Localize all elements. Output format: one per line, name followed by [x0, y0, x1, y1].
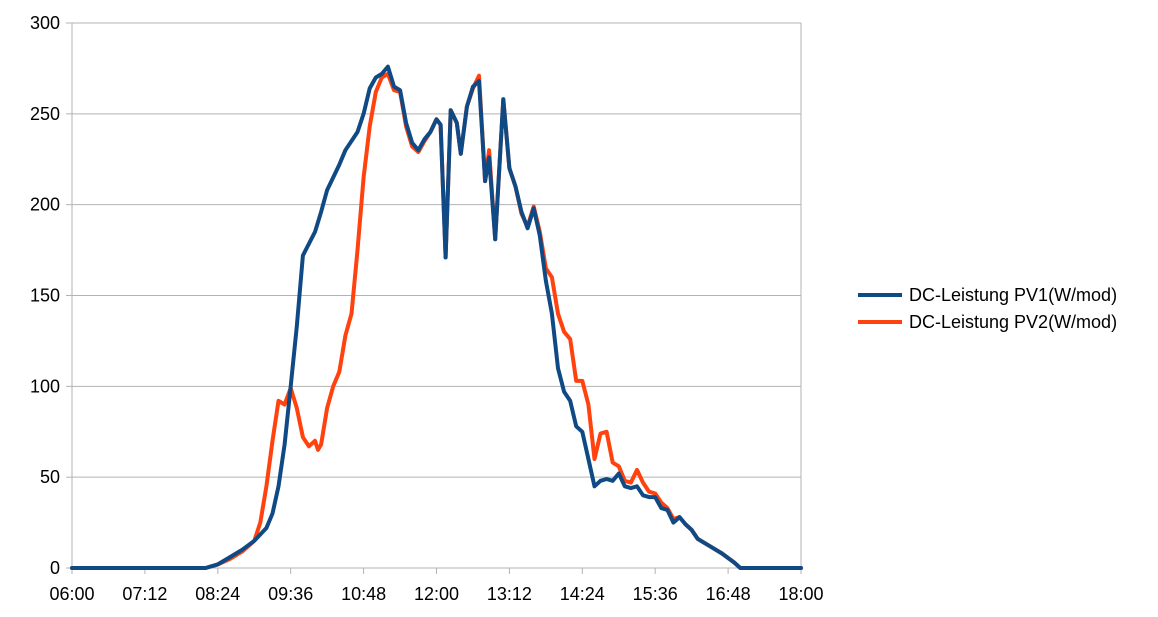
x-tick-label: 13:12: [487, 584, 532, 604]
y-tick-label: 300: [30, 13, 60, 33]
legend: DC-Leistung PV1(W/mod) DC-Leistung PV2(W/…: [858, 285, 1117, 332]
x-tick-label: 08:24: [195, 584, 240, 604]
y-tick-label: 0: [50, 558, 60, 578]
tick-labels: 0 50 100 150 200 250 300 06:00 07:12 08:24 09:36 10…: [30, 13, 824, 604]
x-tick-label: 10:48: [341, 584, 386, 604]
y-tick-label: 100: [30, 376, 60, 396]
x-tick-label: 14:24: [560, 584, 605, 604]
x-tick-label: 15:36: [633, 584, 678, 604]
x-tick-label: 09:36: [268, 584, 313, 604]
x-tick-label: 16:48: [706, 584, 751, 604]
series-lines: [70, 64, 803, 570]
y-tick-label: 50: [40, 467, 60, 487]
x-tick-label: 07:12: [122, 584, 167, 604]
legend-label-pv2: DC-Leistung PV2(W/mod): [909, 312, 1117, 332]
x-tick-label: 12:00: [414, 584, 459, 604]
x-tick-label: 18:00: [778, 584, 823, 604]
y-tick-label: 200: [30, 195, 60, 215]
y-tick-label: 250: [30, 104, 60, 124]
y-tick-label: 150: [30, 286, 60, 306]
legend-label-pv1: DC-Leistung PV1(W/mod): [909, 285, 1117, 305]
x-tick-label: 06:00: [49, 584, 94, 604]
series-line-pv1: [70, 64, 803, 570]
